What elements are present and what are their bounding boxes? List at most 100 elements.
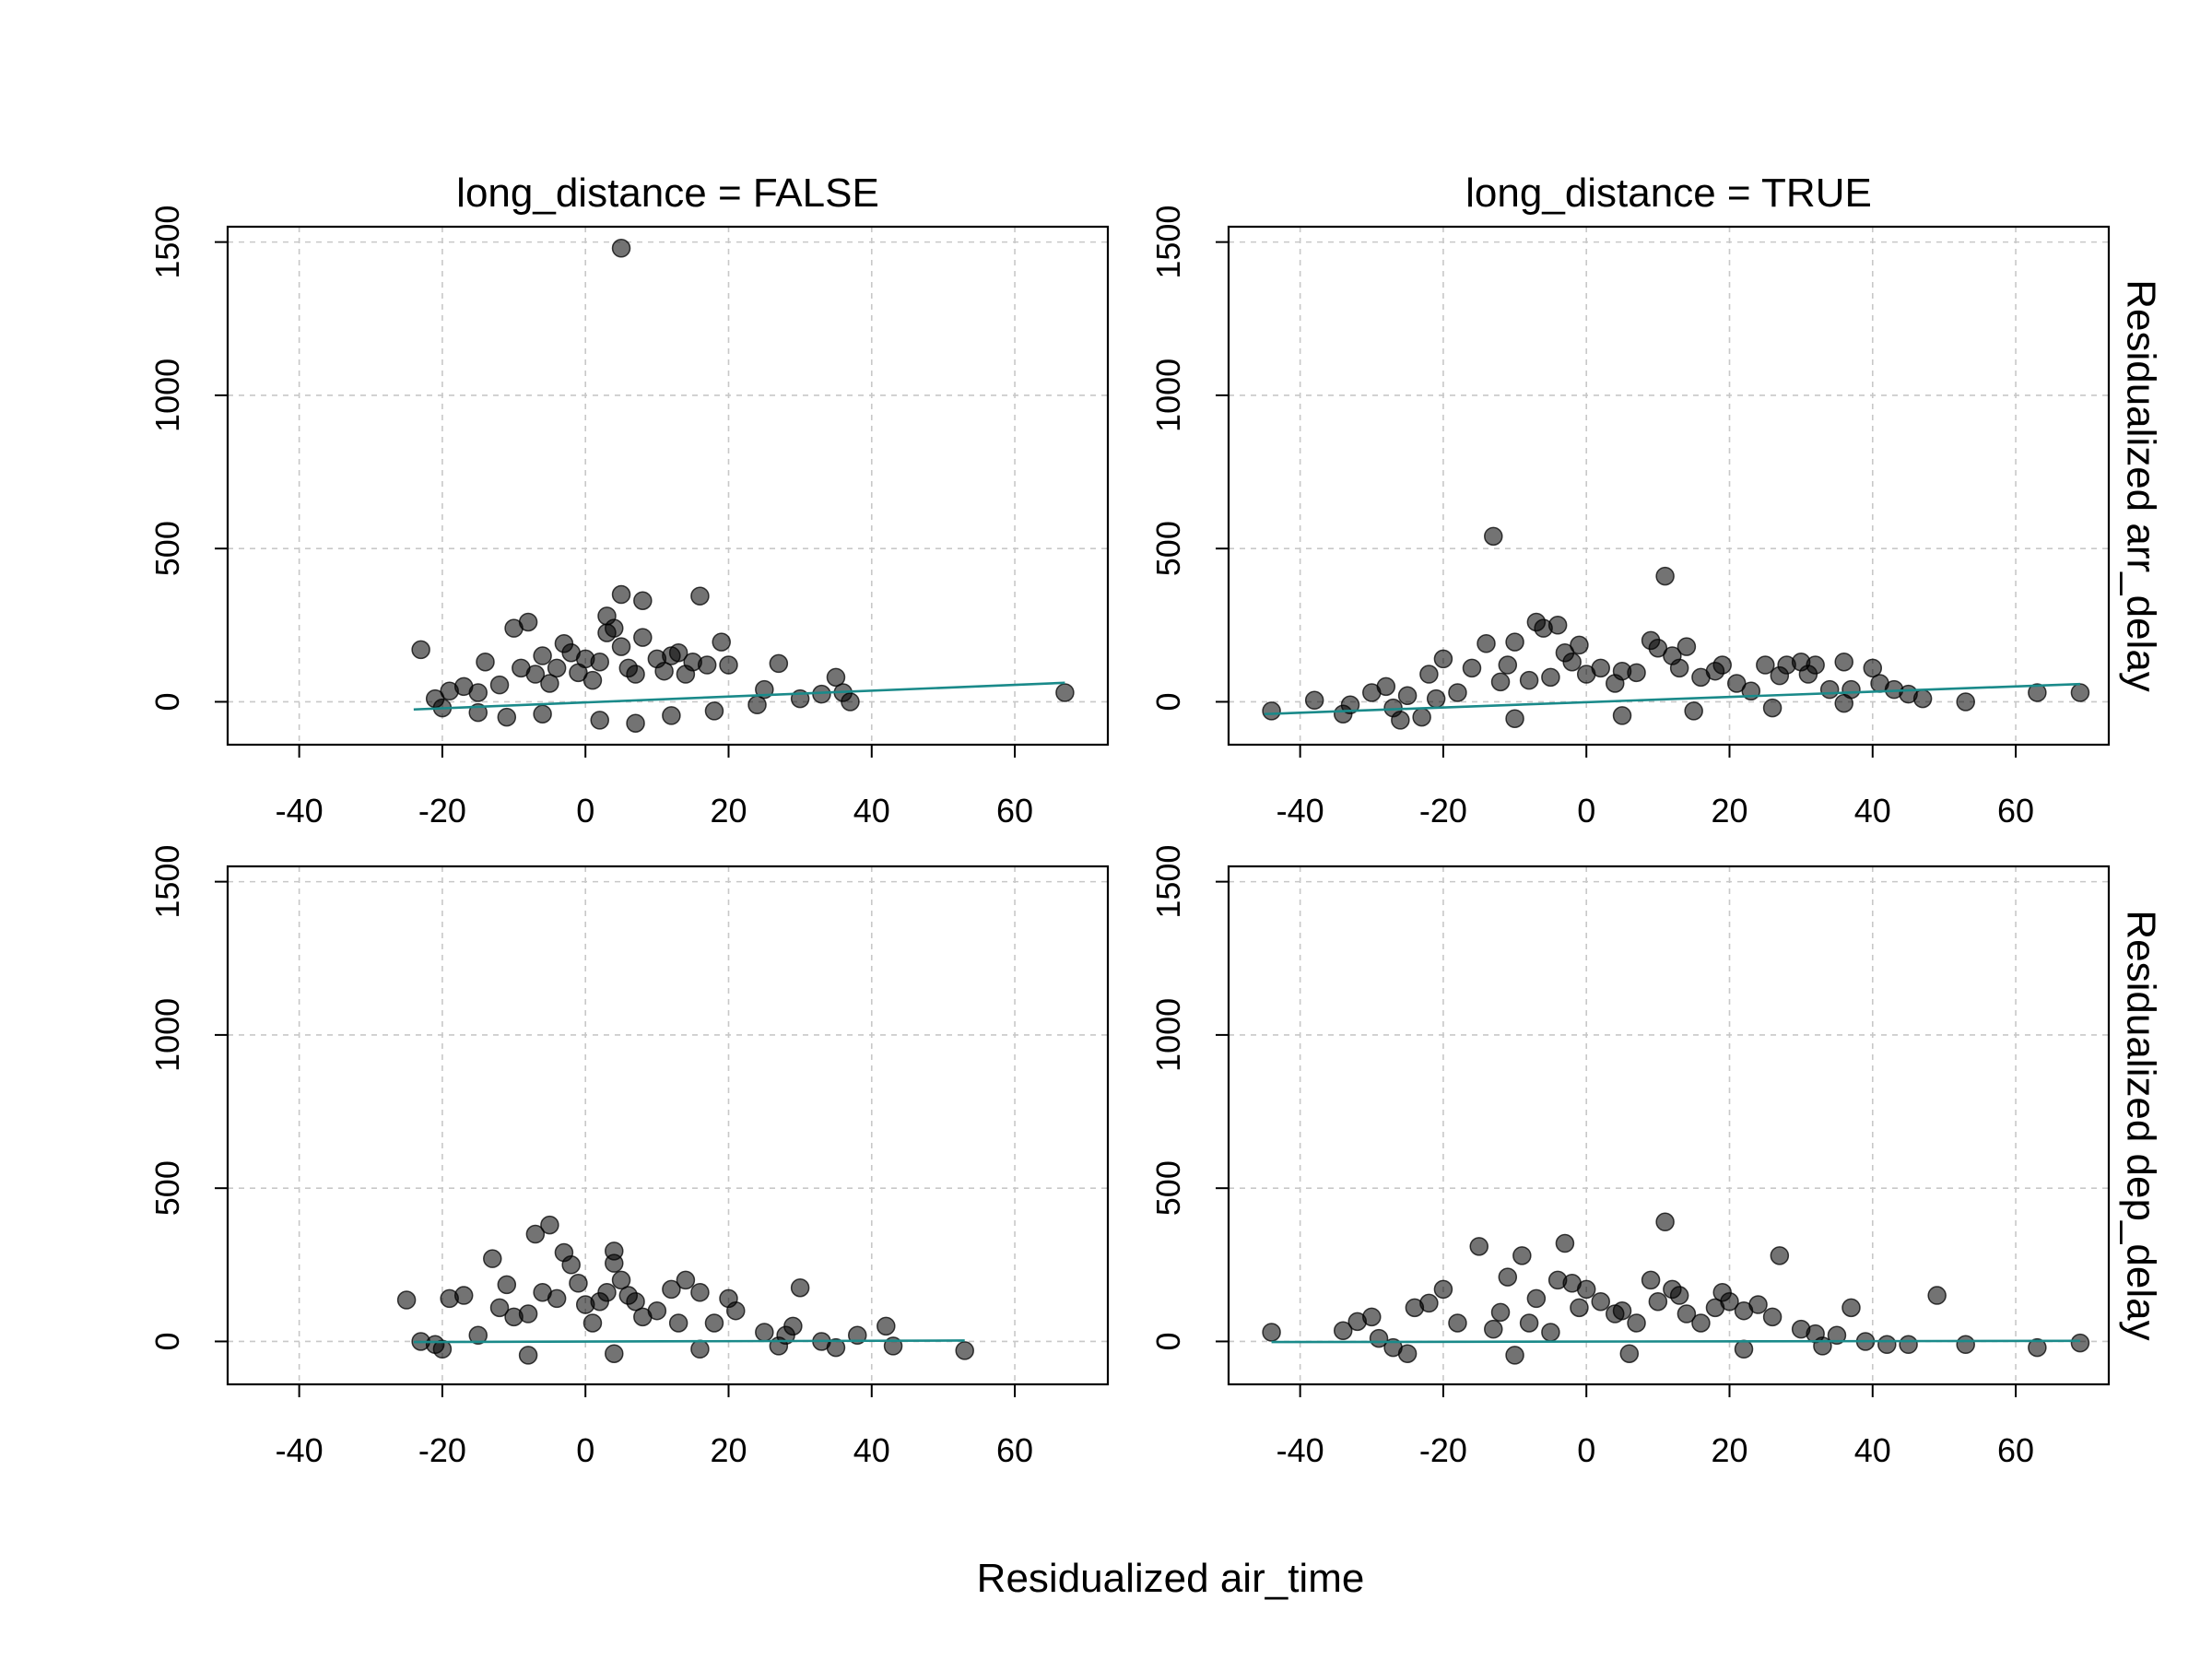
data-point	[548, 659, 566, 677]
data-point	[491, 677, 509, 694]
data-point	[841, 693, 859, 711]
data-point	[634, 629, 652, 646]
data-point	[727, 1302, 745, 1320]
data-point	[1578, 1280, 1595, 1298]
y-tick-label: 500	[148, 1160, 186, 1216]
data-point	[520, 1347, 537, 1364]
data-point	[784, 1317, 802, 1335]
data-point	[520, 613, 537, 630]
data-point	[1506, 1347, 1524, 1364]
data-point	[1434, 650, 1452, 667]
x-tick-label: -40	[276, 1431, 324, 1469]
data-point	[677, 1271, 694, 1288]
x-tick-label: 40	[853, 792, 890, 830]
data-point	[606, 1345, 623, 1362]
data-point	[1499, 1268, 1516, 1286]
data-point	[956, 1342, 973, 1359]
x-tick-label: -40	[1277, 792, 1324, 830]
data-point	[1928, 1287, 1946, 1304]
data-point	[627, 714, 644, 732]
x-tick-label: 40	[1854, 792, 1891, 830]
fit-line	[414, 1340, 965, 1342]
x-tick-label: -40	[1277, 1431, 1324, 1469]
data-point	[1677, 638, 1695, 655]
data-point	[1521, 1314, 1538, 1332]
data-point	[1485, 1321, 1502, 1338]
y-tick-label: 1500	[1149, 206, 1187, 279]
x-tick-label: 20	[1711, 1431, 1747, 1469]
data-point	[1914, 690, 1932, 708]
data-point	[712, 633, 730, 651]
data-point	[591, 653, 608, 671]
data-point	[1842, 1299, 1860, 1316]
data-point	[1771, 1247, 1788, 1265]
data-point	[720, 656, 737, 674]
data-point	[1620, 1345, 1638, 1362]
data-point	[1549, 617, 1567, 634]
data-point	[1671, 1287, 1688, 1304]
data-point	[1556, 1235, 1573, 1253]
y-tick-label: 1000	[1149, 359, 1187, 432]
data-point	[1477, 635, 1495, 653]
data-point	[1592, 1293, 1609, 1311]
data-point	[1713, 656, 1731, 674]
data-point	[877, 1317, 895, 1335]
data-point	[705, 702, 723, 720]
x-tick-label: 60	[996, 792, 1033, 830]
data-point	[455, 1287, 473, 1304]
data-point	[691, 1284, 709, 1301]
row-strip-label: Residualized arr_delay	[2118, 279, 2163, 692]
data-point	[691, 1340, 709, 1358]
data-point	[1957, 1335, 1974, 1353]
x-tick-label: 20	[1711, 792, 1747, 830]
data-point	[477, 653, 494, 671]
data-point	[627, 665, 644, 683]
y-tick-label: 0	[1149, 1332, 1187, 1350]
data-point	[1900, 1335, 1917, 1353]
column-strip-label: long_distance = FALSE	[456, 171, 879, 216]
y-tick-label: 1000	[1149, 998, 1187, 1072]
data-point	[1506, 633, 1524, 651]
data-point	[1642, 1271, 1660, 1288]
data-point	[613, 240, 630, 257]
x-tick-label: 0	[1577, 792, 1595, 830]
data-point	[498, 1276, 515, 1293]
data-point	[756, 1324, 773, 1341]
data-point	[562, 1256, 580, 1274]
data-point	[520, 1305, 537, 1323]
data-point	[1542, 668, 1559, 686]
data-point	[606, 1254, 623, 1272]
data-point	[583, 1314, 601, 1332]
y-tick-label: 1500	[148, 206, 186, 279]
data-point	[1749, 1296, 1767, 1313]
data-point	[634, 592, 652, 609]
data-point	[1671, 659, 1688, 677]
data-point	[1463, 659, 1480, 677]
data-point	[1764, 700, 1782, 717]
data-point	[1521, 672, 1538, 689]
data-point	[1470, 1238, 1488, 1255]
y-tick-label: 500	[148, 521, 186, 576]
data-point	[1527, 1289, 1545, 1307]
y-tick-label: 500	[1149, 521, 1187, 576]
data-point	[1485, 527, 1502, 545]
data-point	[484, 1250, 501, 1267]
data-point	[1571, 1299, 1588, 1316]
data-point	[1263, 702, 1280, 720]
data-point	[1399, 687, 1417, 704]
column-strip-label: long_distance = TRUE	[1465, 171, 1872, 216]
data-point	[1449, 1314, 1466, 1332]
x-tick-label: 0	[576, 792, 594, 830]
data-point	[1878, 1335, 1896, 1353]
data-point	[1420, 1294, 1438, 1312]
data-point	[469, 684, 487, 701]
data-point	[606, 619, 623, 637]
data-point	[1392, 712, 1409, 729]
x-tick-label: 20	[710, 792, 747, 830]
y-tick-label: 0	[1149, 692, 1187, 711]
x-tick-label: 60	[996, 1431, 1033, 1469]
x-tick-label: 40	[853, 1431, 890, 1469]
data-point	[1957, 693, 1974, 711]
data-point	[1306, 691, 1324, 709]
